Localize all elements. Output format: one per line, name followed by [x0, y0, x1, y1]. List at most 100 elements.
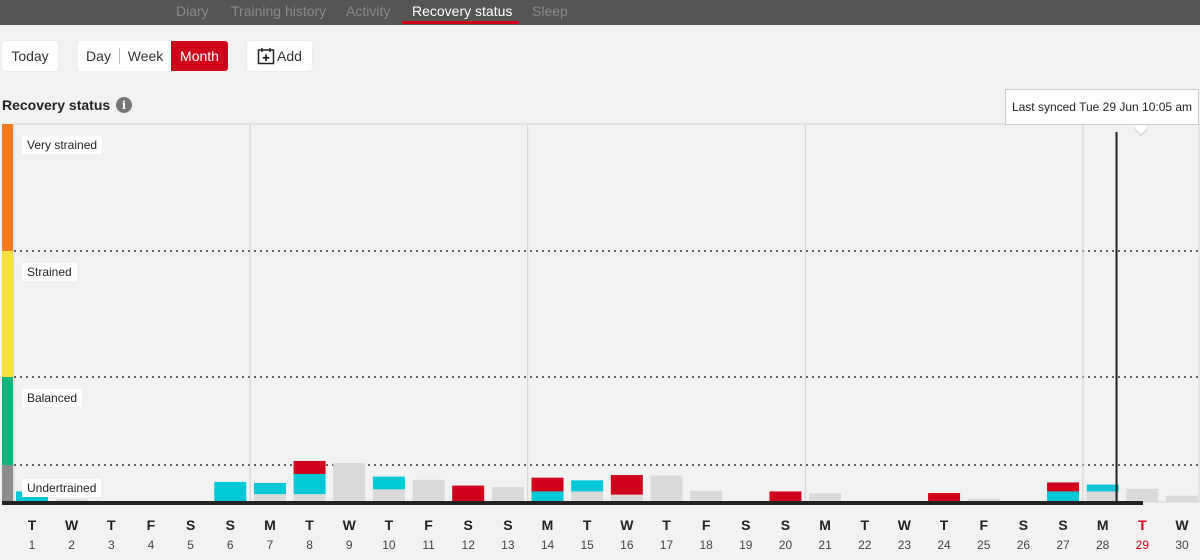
bar-cyan-day-10 [372, 476, 405, 490]
x-tick-date: 8 [306, 538, 313, 552]
x-tick-weekday: S [741, 517, 750, 533]
x-tick-weekday: T [28, 517, 37, 533]
x-tick-weekday: W [898, 517, 912, 533]
zone-strip-balanced [2, 377, 13, 465]
x-tick-weekday: S [1058, 517, 1067, 533]
range-month-button[interactable]: Month [171, 41, 228, 71]
x-tick-weekday: W [1175, 517, 1189, 533]
zone-strip-undertrained [2, 465, 13, 502]
x-tick-weekday: T [385, 517, 394, 533]
bar-cyan-day-14 [531, 491, 564, 502]
x-tick-weekday: S [464, 517, 473, 533]
bar-gray-day-17 [650, 475, 683, 502]
x-tick-date: 5 [187, 538, 194, 552]
x-tick-date: 4 [148, 538, 155, 552]
plot-frame [13, 123, 1200, 503]
x-tick-weekday: S [186, 517, 195, 533]
range-day-button[interactable]: Day [86, 48, 111, 64]
x-tick-date: 26 [1017, 538, 1031, 552]
bar-gray-day-8 [293, 494, 326, 502]
tab-recovery-status[interactable]: Recovery status [412, 3, 513, 19]
x-tick-date: 23 [898, 538, 912, 552]
bar-red-day-20 [769, 491, 802, 502]
bar-red-day-8 [293, 460, 326, 474]
x-tick-weekday: M [264, 517, 276, 533]
bar-gray-day-9 [333, 462, 366, 502]
bar-gray-day-7 [253, 494, 286, 502]
x-tick-date: 15 [580, 538, 594, 552]
x-tick-weekday: W [65, 517, 79, 533]
x-tick-date: 18 [699, 538, 713, 552]
x-tick-date: 1 [29, 538, 36, 552]
x-tick-date: 21 [818, 538, 832, 552]
x-tick-date: 6 [227, 538, 234, 552]
bar-gray-day-21 [809, 493, 842, 502]
bar-red-day-27 [1047, 482, 1080, 492]
x-tick-date: 9 [346, 538, 353, 552]
tab-activity[interactable]: Activity [346, 3, 391, 19]
x-tick-date: 7 [267, 538, 274, 552]
active-tab-indicator [402, 21, 519, 24]
range-selector: Day Week Month [78, 41, 228, 71]
bar-red-day-16 [610, 475, 643, 495]
zone-label-undertrained: Undertrained [22, 479, 102, 497]
bar-red-day-12 [452, 485, 485, 502]
bar-gray-day-29 [1126, 488, 1159, 502]
bar-cyan-day-27 [1047, 491, 1080, 502]
top-nav: Diary Training history Activity Recovery… [0, 0, 1200, 25]
x-tick-weekday: S [226, 517, 235, 533]
x-tick-date: 29 [1136, 538, 1150, 552]
bar-gray-day-10 [372, 489, 405, 502]
x-tick-date: 13 [501, 538, 515, 552]
bar-cyan-day-28 [1086, 484, 1119, 492]
tab-diary[interactable]: Diary [176, 3, 209, 19]
x-tick-weekday: W [620, 517, 634, 533]
x-tick-weekday: F [147, 517, 156, 533]
x-tick-date: 3 [108, 538, 115, 552]
x-tick-weekday: S [503, 517, 512, 533]
bar-red-day-14 [531, 477, 564, 492]
zone-strip-strained [2, 251, 13, 377]
x-tick-date: 14 [541, 538, 555, 552]
x-tick-date: 24 [937, 538, 951, 552]
x-tick-weekday: T [1138, 517, 1147, 533]
x-tick-weekday: T [940, 517, 949, 533]
x-tick-weekday: T [107, 517, 116, 533]
x-tick-weekday: F [979, 517, 988, 533]
x-tick-date: 16 [620, 538, 634, 552]
zone-label-balanced: Balanced [22, 389, 83, 407]
x-tick-date: 17 [660, 538, 674, 552]
x-tick-weekday: T [305, 517, 314, 533]
x-tick-weekday: T [583, 517, 592, 533]
x-tick-date: 25 [977, 538, 991, 552]
x-tick-weekday: S [1019, 517, 1028, 533]
bar-gray-day-16 [610, 494, 643, 502]
add-button[interactable]: Add [247, 41, 312, 71]
x-tick-weekday: F [702, 517, 711, 533]
x-tick-date: 10 [382, 538, 396, 552]
x-tick-weekday: F [424, 517, 433, 533]
section-title: Recovery status [2, 97, 111, 113]
info-icon[interactable]: i [116, 97, 132, 113]
range-divider [119, 48, 120, 64]
x-tick-date: 19 [739, 538, 753, 552]
bar-cyan-day-8 [293, 473, 326, 495]
tab-sleep[interactable]: Sleep [532, 3, 568, 19]
x-tick-date: 11 [422, 538, 435, 552]
bar-cyan-day-6 [214, 481, 247, 502]
bar-cyan-day-7 [253, 482, 286, 495]
x-tick-weekday: T [860, 517, 869, 533]
x-tick-date: 28 [1096, 538, 1110, 552]
today-button[interactable]: Today [2, 41, 58, 71]
x-tick-date: 12 [462, 538, 476, 552]
bar-gray-day-28 [1086, 491, 1119, 502]
zone-strip-very-strained [2, 124, 13, 251]
x-tick-date: 22 [858, 538, 872, 552]
bar-gray-day-30 [1166, 495, 1198, 502]
bar-gray-day-18 [690, 490, 723, 502]
bar-cyan-day-15 [571, 480, 604, 492]
add-label: Add [277, 48, 302, 64]
tab-training-history[interactable]: Training history [231, 3, 327, 19]
range-week-button[interactable]: Week [127, 48, 164, 64]
